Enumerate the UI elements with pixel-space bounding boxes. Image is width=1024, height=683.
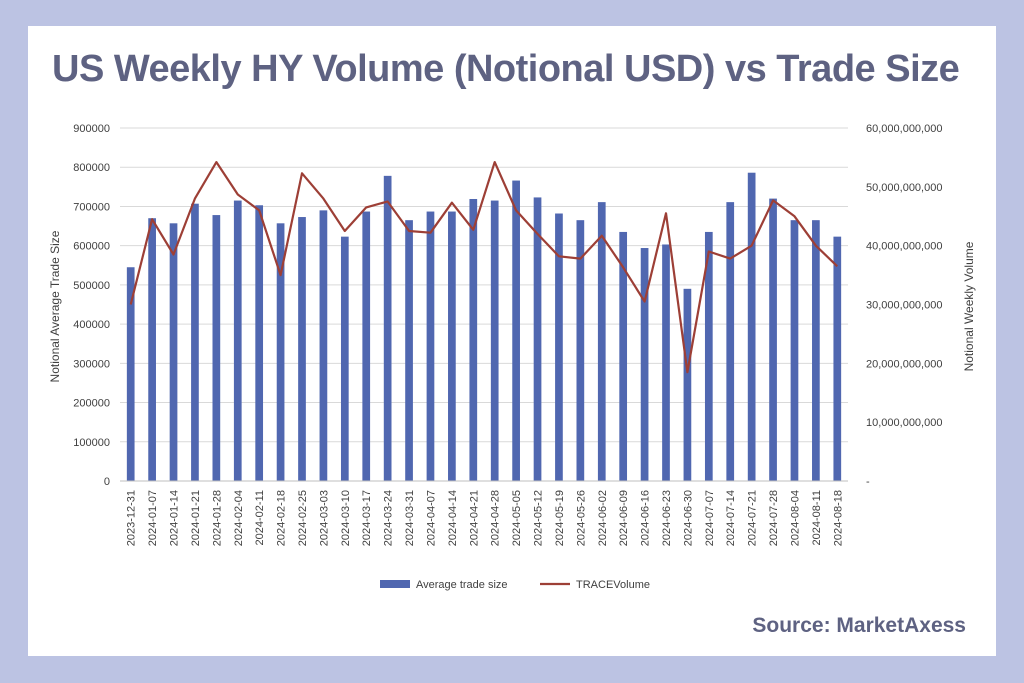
- y-tick-label: 800000: [73, 162, 110, 174]
- y2-tick-label: 50,000,000,000: [866, 182, 942, 194]
- x-tick-label: 2024-04-07: [425, 490, 437, 546]
- bar: [298, 217, 306, 482]
- chart-card: US Weekly HY Volume (Notional USD) vs Tr…: [28, 26, 996, 656]
- y-axis-title: Notional Average Trade Size: [48, 230, 62, 382]
- y-tick-label: 400000: [73, 319, 110, 331]
- x-tick-label: 2024-03-10: [340, 490, 352, 546]
- bar: [448, 211, 456, 481]
- y2-tick-label: 20,000,000,000: [866, 358, 942, 370]
- y-tick-label: 200000: [73, 398, 110, 410]
- x-tick-label: 2024-07-07: [704, 490, 716, 546]
- y-tick-label: 500000: [73, 280, 110, 292]
- x-tick-label: 2024-08-18: [832, 490, 844, 546]
- bar: [790, 220, 799, 481]
- bar: [383, 175, 392, 481]
- x-tick-label: 2024-08-04: [789, 490, 801, 546]
- y-tick-label: 700000: [73, 201, 110, 213]
- line-series: [129, 161, 839, 374]
- y2-axis-title: Notional Weekly Volume: [962, 241, 976, 371]
- x-tick-label: 2024-02-18: [276, 490, 288, 546]
- x-tick-label: 2024-06-30: [682, 490, 694, 546]
- bar: [533, 197, 542, 481]
- bar-series: [126, 172, 842, 482]
- bar: [340, 236, 349, 481]
- x-tick-label: 2024-03-17: [361, 490, 373, 546]
- bar: [619, 231, 628, 481]
- y-tick-label: 100000: [73, 437, 110, 449]
- x-tick-label: 2024-07-21: [747, 490, 759, 546]
- x-tick-label: 2024-06-02: [597, 490, 609, 546]
- bar: [233, 200, 242, 482]
- legend-swatch-bar: [380, 580, 410, 588]
- x-tick-label: 2024-02-11: [254, 490, 266, 545]
- bar: [276, 223, 285, 481]
- x-tick-label: 2024-08-11: [811, 490, 823, 545]
- bar: [212, 215, 221, 481]
- bar: [662, 244, 670, 481]
- x-tick-label: 2024-04-14: [447, 490, 459, 546]
- legend-label-line: TRACEVolume: [576, 579, 650, 591]
- bar: [555, 213, 563, 481]
- x-tick-label: 2024-03-03: [318, 490, 330, 546]
- x-tick-label: 2024-04-21: [468, 490, 480, 546]
- x-tick-label: 2024-05-26: [575, 490, 587, 546]
- x-tick-label: 2024-07-14: [725, 490, 737, 546]
- x-tick-label: 2024-01-21: [190, 490, 202, 546]
- bar: [191, 203, 199, 481]
- bar: [833, 236, 842, 481]
- bar: [126, 267, 135, 481]
- bar: [769, 198, 777, 481]
- x-tick-label: 2024-01-07: [147, 490, 159, 546]
- chart-title: US Weekly HY Volume (Notional USD) vs Tr…: [52, 48, 960, 90]
- x-tick-label: 2024-05-05: [511, 490, 523, 546]
- bar: [319, 210, 328, 481]
- bar: [512, 180, 520, 481]
- x-tick-label: 2024-07-28: [768, 490, 780, 546]
- bar: [255, 205, 264, 482]
- x-tick-label: 2024-01-28: [211, 490, 223, 546]
- legend: Average trade size TRACEVolume: [380, 579, 650, 591]
- axes: 900000 800000 700000 600000 500000 400000 3000…: [48, 123, 976, 546]
- y-tick-label: 0: [104, 476, 110, 488]
- bar: [812, 220, 820, 481]
- bar: [169, 223, 178, 481]
- bar: [469, 198, 478, 481]
- x-tick-label: 2024-06-23: [661, 490, 673, 546]
- x-tick-label: 2024-04-28: [490, 490, 502, 546]
- x-tick-label: 2023-12-31: [126, 490, 138, 546]
- x-tick-label: 2024-05-19: [554, 490, 566, 546]
- y2-tick-label: 10,000,000,000: [866, 417, 942, 429]
- y-tick-label: 900000: [73, 123, 110, 135]
- legend-label-bar: Average trade size: [416, 579, 508, 591]
- bar: [683, 288, 692, 481]
- bar: [704, 231, 713, 481]
- y2-tick-label: -: [866, 476, 870, 488]
- bar: [640, 248, 649, 481]
- x-tick-label: 2024-06-09: [618, 490, 630, 546]
- x-tick-label: 2024-02-04: [233, 490, 245, 546]
- bar: [148, 218, 156, 481]
- bar: [726, 202, 735, 481]
- x-tick-label: 2024-02-25: [297, 490, 309, 546]
- line-series-path: [129, 161, 839, 374]
- x-tick-label: 2024-06-16: [640, 490, 652, 546]
- bar: [576, 220, 585, 481]
- bar: [490, 200, 499, 482]
- bar: [747, 172, 756, 482]
- y2-tick-label: 40,000,000,000: [866, 241, 942, 253]
- x-tick-label: 2024-01-14: [169, 490, 181, 546]
- source-note: Source: MarketAxess: [752, 614, 966, 637]
- bar: [362, 211, 371, 481]
- x-tick-label: 2024-03-24: [383, 490, 395, 546]
- y2-tick-label: 30,000,000,000: [866, 300, 942, 312]
- bar: [597, 202, 606, 481]
- y2-tick-label: 60,000,000,000: [866, 123, 942, 135]
- y-tick-label: 300000: [73, 358, 110, 370]
- x-tick-label: 2024-03-31: [404, 490, 416, 546]
- x-tick-label: 2024-05-12: [533, 490, 545, 546]
- combo-chart: 900000 800000 700000 600000 500000 400000 3000…: [48, 123, 976, 591]
- bar: [426, 211, 435, 481]
- bar: [405, 220, 413, 481]
- y-tick-label: 600000: [73, 241, 110, 253]
